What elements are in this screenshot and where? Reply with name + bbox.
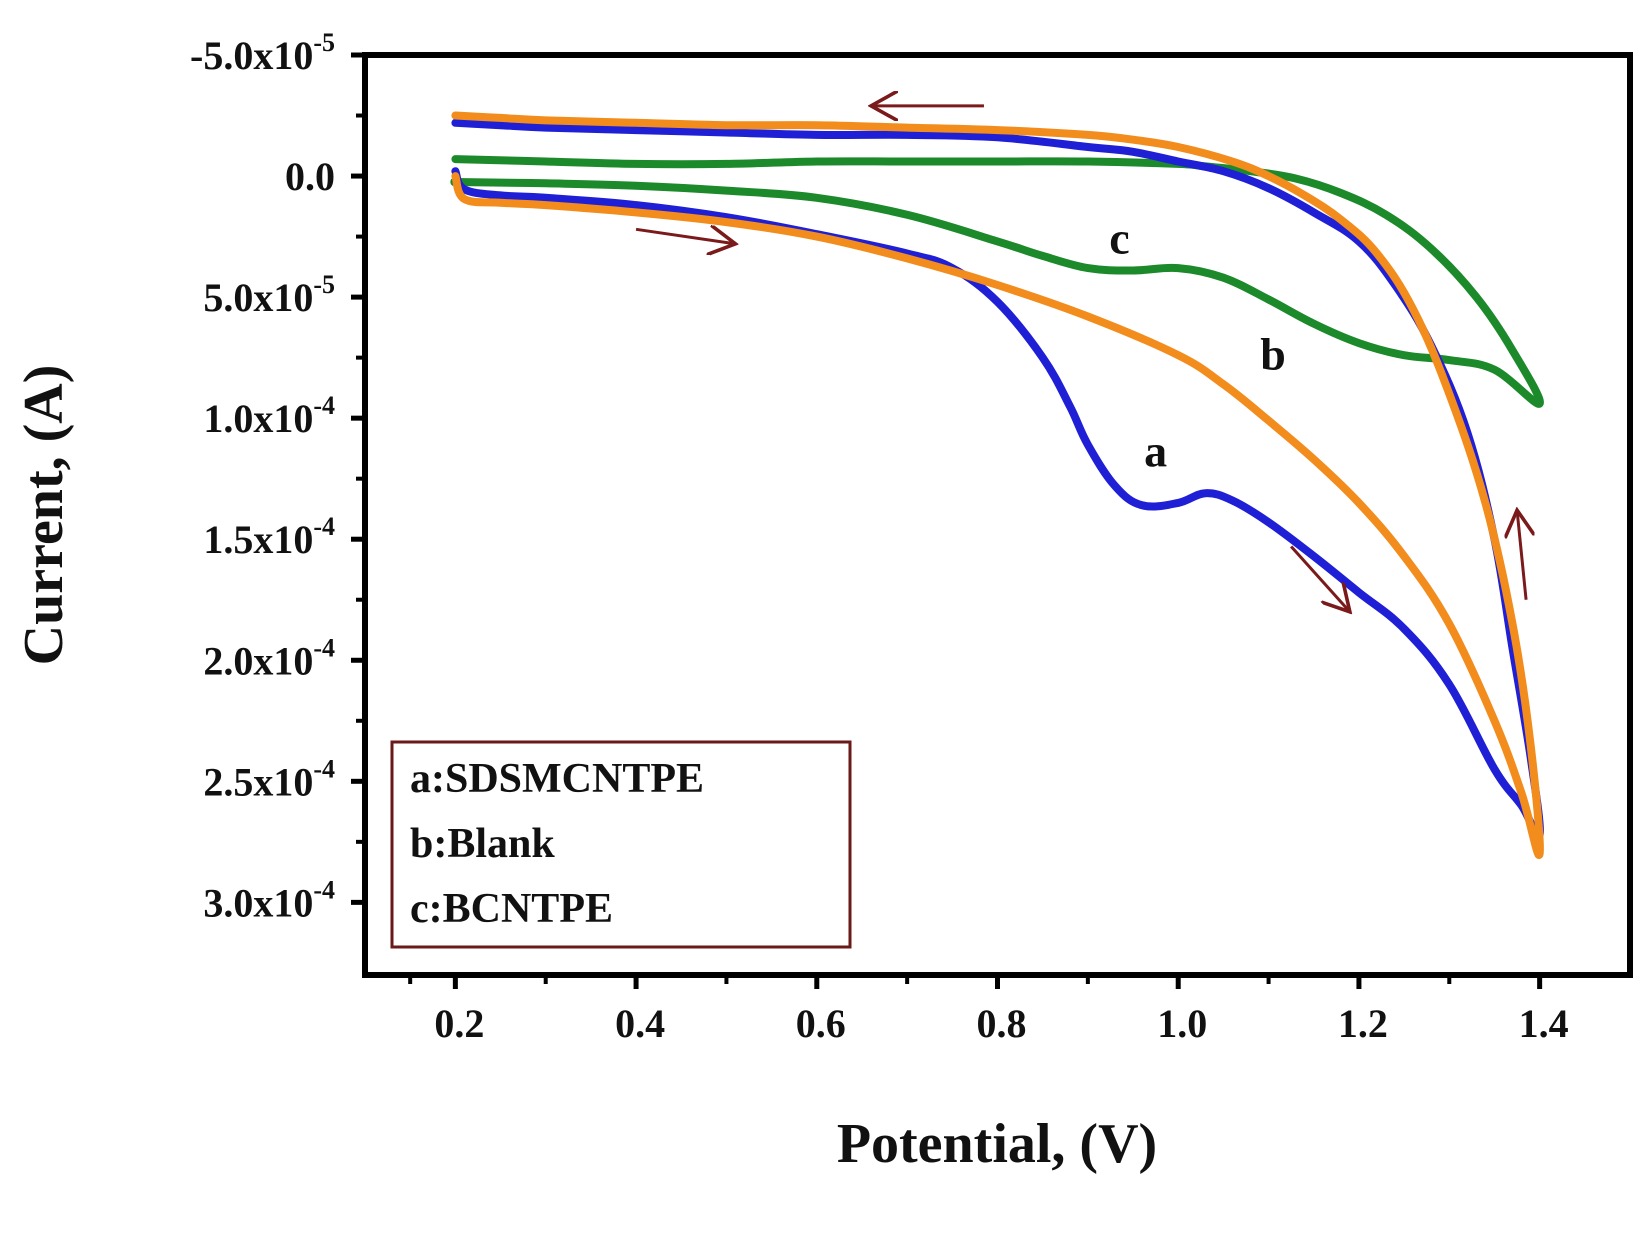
x-tick-label: 0.4: [615, 1001, 665, 1046]
scan-arrow: [1517, 510, 1526, 600]
scan-direction-arrows: [635, 106, 1526, 612]
x-tick-label: 1.0: [1157, 1001, 1207, 1046]
x-tick-label: 0.8: [977, 1001, 1027, 1046]
curve-label-a: a: [1144, 426, 1167, 477]
scan-arrow: [1290, 545, 1350, 611]
y-tick-label: 3.0x10-4: [203, 875, 335, 925]
legend-box: [390, 740, 852, 949]
scan-arrow: [635, 229, 735, 244]
y-axis-ticks: -5.0x10-5 0.0 5.0x10-5 1.0x10-4 1.5x10-4 2.0x…: [190, 28, 365, 925]
y-tick-label: -5.0x10-5: [190, 28, 335, 78]
curve-label-b: b: [1260, 329, 1286, 380]
x-tick-label: 0.2: [434, 1001, 484, 1046]
curve-labels: a b c: [1109, 213, 1286, 477]
y-tick-label: 2.5x10-4: [203, 754, 335, 804]
y-tick-label: 0.0: [285, 154, 335, 199]
legend-entry-c: c:BCNTPE: [410, 886, 613, 932]
legend-entry-a: a:SDSMCNTPE: [410, 756, 704, 802]
x-tick-label: 1.2: [1338, 1001, 1388, 1046]
series-line-b: [451, 111, 1544, 859]
x-axis-ticks: 0.2 0.4 0.6 0.8 1.0 1.2 1.4: [408, 975, 1569, 1046]
y-tick-label: 1.5x10-4: [203, 512, 335, 562]
x-tick-label: 1.4: [1519, 1001, 1569, 1046]
series-line-c: [450, 155, 1544, 408]
y-tick-label: 2.0x10-4: [203, 633, 335, 683]
curve-label-c: c: [1109, 213, 1129, 264]
y-axis-title: Current, (A): [13, 365, 75, 666]
legend: a:SDSMCNTPE b:Blank c:BCNTPE: [390, 740, 852, 949]
x-tick-label: 0.6: [796, 1001, 846, 1046]
series-line-a: [451, 118, 1544, 841]
y-tick-label: 1.0x10-4: [203, 391, 335, 441]
x-axis-title: Potential, (V): [837, 1113, 1157, 1175]
y-tick-label: 5.0x10-5: [203, 270, 335, 320]
legend-entry-b: b:Blank: [410, 821, 555, 867]
series-layer: [450, 111, 1544, 859]
